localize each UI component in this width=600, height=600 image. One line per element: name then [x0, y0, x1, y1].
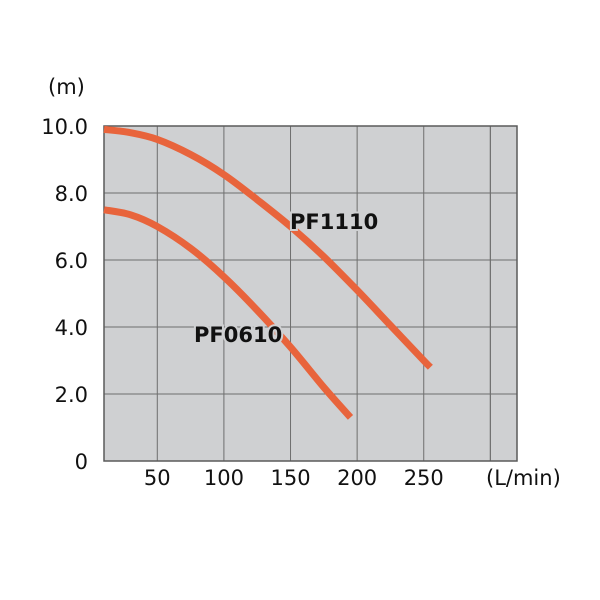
y-tick-label: 2.0	[55, 383, 88, 407]
series-label-pf0610: PF0610	[194, 323, 282, 347]
series-line-pf0610	[103, 206, 354, 420]
series-label-pf1110: PF1110	[290, 210, 378, 234]
x-tick-label: 150	[270, 466, 310, 490]
y-tick-label: 6.0	[55, 249, 88, 273]
x-tick-label: 50	[144, 466, 171, 490]
x-axis-unit-label: (L/min)	[486, 466, 561, 490]
plot-frame	[103, 125, 518, 462]
x-tick-label: 100	[204, 466, 244, 490]
y-tick-label: 10.0	[41, 115, 88, 139]
x-tick-label: 200	[337, 466, 377, 490]
series-lines	[103, 125, 433, 420]
x-tick-label: 250	[404, 466, 444, 490]
y-tick-label: 0	[75, 450, 88, 474]
plot-area	[104, 126, 517, 461]
series-line-pf1110	[103, 125, 433, 370]
y-axis-unit-label: (m)	[48, 75, 85, 99]
y-tick-label: 4.0	[55, 316, 88, 340]
grid-lines	[104, 126, 517, 461]
x-axis-tick-labels: 50 100 150 200 250	[144, 466, 444, 490]
y-tick-label: 8.0	[55, 182, 88, 206]
y-axis-tick-labels: 0 2.0 4.0 6.0 8.0 10.0	[41, 115, 88, 474]
